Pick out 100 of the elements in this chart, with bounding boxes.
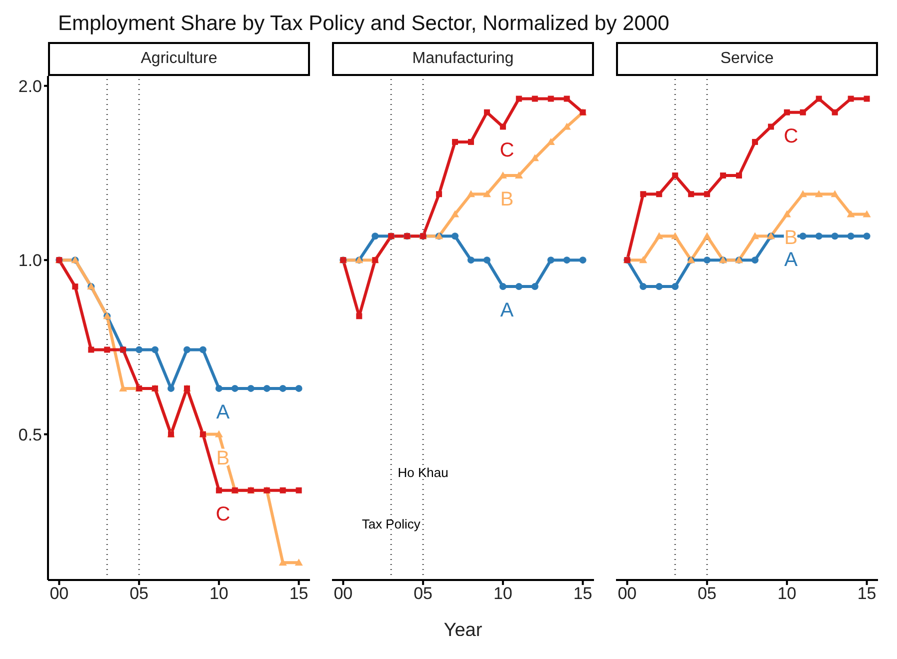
point bbox=[531, 283, 538, 290]
point bbox=[452, 138, 458, 145]
point bbox=[482, 190, 491, 198]
point bbox=[656, 191, 662, 198]
chart-subtitle: Manufacturing bbox=[332, 42, 594, 76]
point bbox=[672, 172, 678, 178]
point bbox=[830, 190, 839, 198]
point bbox=[466, 190, 475, 198]
chart-subtitle: Service bbox=[616, 42, 878, 76]
point bbox=[499, 283, 506, 290]
point bbox=[640, 283, 647, 290]
point bbox=[199, 346, 206, 354]
point bbox=[295, 384, 302, 392]
point bbox=[862, 210, 871, 218]
point bbox=[751, 256, 758, 264]
point bbox=[704, 256, 711, 264]
point bbox=[798, 190, 807, 198]
point bbox=[720, 172, 726, 178]
point bbox=[530, 154, 539, 162]
series-label: B bbox=[500, 188, 514, 210]
x-tick-label: 10 bbox=[493, 584, 512, 604]
point bbox=[263, 384, 270, 392]
point bbox=[356, 313, 362, 320]
point bbox=[782, 210, 791, 218]
point bbox=[280, 487, 286, 494]
point bbox=[832, 109, 838, 116]
point bbox=[639, 256, 648, 264]
x-tick-label: 00 bbox=[334, 584, 353, 604]
point bbox=[547, 256, 554, 264]
point bbox=[799, 232, 806, 240]
point bbox=[515, 283, 522, 290]
x-tick-label: 05 bbox=[414, 584, 433, 604]
series-label: C bbox=[500, 140, 514, 162]
point bbox=[563, 256, 570, 264]
point bbox=[500, 124, 506, 130]
point bbox=[548, 96, 554, 102]
point bbox=[372, 232, 379, 240]
point bbox=[72, 284, 78, 290]
x-tick-label: 10 bbox=[777, 584, 796, 604]
point bbox=[436, 191, 442, 198]
text: Employment Share by Tax Policy and Sector, Normalized by 2000 bbox=[57, 11, 670, 37]
point bbox=[183, 346, 190, 354]
point bbox=[564, 96, 570, 102]
point bbox=[640, 191, 646, 198]
point bbox=[514, 172, 523, 178]
point bbox=[831, 232, 838, 240]
point bbox=[736, 172, 742, 178]
series-label: A bbox=[784, 249, 798, 272]
annotation: Tax Policy bbox=[362, 516, 421, 532]
point bbox=[279, 384, 286, 392]
x-tick-label: 15 bbox=[857, 584, 876, 604]
point bbox=[88, 346, 94, 353]
point bbox=[816, 96, 822, 102]
point bbox=[579, 256, 586, 264]
point bbox=[848, 96, 854, 102]
point bbox=[215, 384, 222, 392]
x-tick-label: 05 bbox=[130, 584, 149, 604]
point bbox=[498, 172, 507, 178]
point bbox=[216, 487, 222, 494]
point bbox=[231, 384, 238, 392]
point bbox=[800, 109, 806, 116]
point bbox=[483, 256, 490, 264]
x-tick-label: 10 bbox=[209, 584, 228, 604]
point bbox=[467, 256, 474, 264]
point bbox=[815, 232, 822, 240]
point bbox=[752, 138, 758, 145]
y-tick-label: 1.0 bbox=[18, 251, 42, 270]
point bbox=[784, 109, 790, 116]
point bbox=[104, 346, 110, 353]
series-label: A bbox=[216, 401, 230, 424]
point bbox=[452, 232, 459, 240]
series-label: C bbox=[216, 503, 230, 526]
annotation: Ho Khau bbox=[398, 464, 448, 480]
point bbox=[247, 384, 254, 392]
x-axis-title: Year bbox=[444, 620, 483, 641]
point bbox=[688, 191, 694, 198]
x-tick-label: 15 bbox=[289, 584, 308, 604]
point bbox=[468, 138, 474, 145]
point bbox=[671, 232, 680, 240]
x-tick-label: 00 bbox=[618, 584, 637, 604]
point bbox=[704, 191, 710, 198]
point bbox=[864, 96, 870, 102]
series-label: C bbox=[784, 125, 798, 148]
point bbox=[484, 109, 490, 116]
point bbox=[294, 558, 303, 566]
point bbox=[214, 430, 223, 438]
point bbox=[814, 190, 823, 198]
point bbox=[672, 283, 679, 290]
point bbox=[278, 558, 287, 566]
point bbox=[863, 232, 870, 240]
point bbox=[768, 124, 774, 130]
point bbox=[451, 210, 460, 218]
x-tick-label: 00 bbox=[50, 584, 69, 604]
x-tick-label: 05 bbox=[698, 584, 717, 604]
point bbox=[532, 96, 538, 102]
series-label: A bbox=[500, 300, 514, 322]
point bbox=[136, 346, 143, 354]
point bbox=[846, 210, 855, 218]
point bbox=[152, 346, 159, 354]
point bbox=[655, 232, 664, 240]
